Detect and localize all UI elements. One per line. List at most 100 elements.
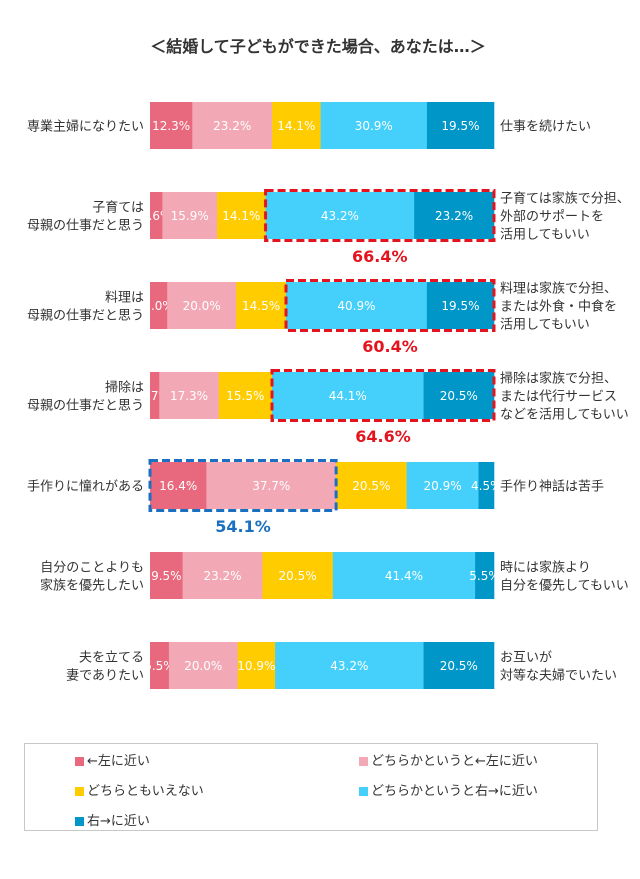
row-left-label: 自分のことよりも xyxy=(40,561,144,576)
segment-value-label: 20.5% xyxy=(440,659,478,673)
segment-value-label: 20.0% xyxy=(184,659,222,673)
bar-segment xyxy=(286,282,428,329)
bar-segment xyxy=(150,552,183,599)
bar-segment xyxy=(423,372,495,419)
bar-segment xyxy=(272,102,321,149)
bar-segment xyxy=(218,372,273,419)
row-right-label: 活用してもいい xyxy=(500,318,590,333)
row-right-label: お互いが xyxy=(500,651,552,666)
segment-value-label: 23.2% xyxy=(203,569,241,583)
legend-item: どちらかというと右→に近い xyxy=(359,780,538,799)
row-left-label: 専業主婦になりたい xyxy=(27,119,144,135)
segment-value-label: 4.5% xyxy=(471,479,502,493)
segment-value-label: 14.1% xyxy=(277,119,315,133)
row-left-label: 掃除は xyxy=(105,380,144,396)
legend-swatch xyxy=(75,787,84,796)
bar-row: 16.4% 37.7% 20.5% 20.9% 4.5% 54.1% 手作りに憧れがある 手作… xyxy=(27,459,604,536)
row-left-label: 母親の仕事だと思う xyxy=(27,219,144,234)
segment-value-label: 44.1% xyxy=(329,389,367,403)
row-right-label: 手作り神話は苦手 xyxy=(500,479,604,495)
row-right-label: 仕事を続けたい xyxy=(500,120,591,135)
legend-item: 右→に近い xyxy=(75,810,150,829)
segment-value-label: 23.2% xyxy=(435,209,473,223)
legend-swatch xyxy=(75,817,84,826)
bar-segment xyxy=(150,372,160,419)
bar-segment xyxy=(332,552,476,599)
segment-value-label: 10.9% xyxy=(237,659,275,673)
segment-value-label: 20.5% xyxy=(279,569,317,583)
segment-value-label: 17.3% xyxy=(170,389,208,403)
row-right-label: 対等な夫婦でいたい xyxy=(500,668,617,684)
bar-segment xyxy=(159,372,220,419)
segment-value-label: 19.5% xyxy=(441,299,479,313)
row-left-label: 妻でありたい xyxy=(66,669,144,684)
row-right-label: 自分を優先してもいい xyxy=(500,579,629,594)
legend-swatch xyxy=(359,787,368,796)
legend-swatch xyxy=(75,757,84,766)
legend-label: 右→に近い xyxy=(87,814,150,829)
bar-segment xyxy=(236,282,287,329)
segment-value-label: 15.9% xyxy=(171,209,209,223)
bar-segment xyxy=(150,462,207,509)
highlight-box xyxy=(270,369,496,422)
bar-row: 12.3% 23.2% 14.1% 30.9% 19.5% 専業主婦になりたい 仕事を続けた… xyxy=(27,102,591,149)
bar-segment xyxy=(265,192,415,239)
legend-label: どちらかというと←左に近い xyxy=(371,754,538,769)
bar-segment xyxy=(237,642,276,689)
legend-item: どちらかというと←左に近い xyxy=(359,750,538,769)
bar-segment xyxy=(275,642,424,689)
segment-value-label: 9.5% xyxy=(151,569,182,583)
bar-segment xyxy=(162,192,218,239)
highlight-total-label: 54.1% xyxy=(215,517,271,536)
legend-swatch xyxy=(359,757,368,766)
highlight-total-label: 60.4% xyxy=(362,337,418,356)
row-left-label: 子育ては xyxy=(92,200,144,216)
segment-value-label: 14.1% xyxy=(222,209,260,223)
row-right-label: 掃除は家族で分担、 xyxy=(500,371,617,387)
segment-value-label: 5.0% xyxy=(143,299,174,313)
legend: ←左に近い どちらかというと←左に近い どちらともいえない どちらかというと右→… xyxy=(24,743,598,831)
segment-value-label: 20.9% xyxy=(424,479,462,493)
row-left-label: 家族を優先したい xyxy=(40,578,144,594)
row-right-label: 活用してもいい xyxy=(500,228,590,243)
bar-segment xyxy=(182,552,263,599)
row-left-label: 母親の仕事だと思う xyxy=(27,309,144,324)
bar-segment xyxy=(320,102,428,149)
bar-segment xyxy=(217,192,266,239)
highlight-total-label: 64.6% xyxy=(355,427,411,446)
segment-value-label: 43.2% xyxy=(321,209,359,223)
segment-value-label: 20.5% xyxy=(440,389,478,403)
bar-segment xyxy=(426,102,495,149)
bar-segment xyxy=(426,282,495,329)
bar-rows: 12.3% 23.2% 14.1% 30.9% 19.5% 専業主婦になりたい 仕事を続けた… xyxy=(27,102,630,689)
highlight-box xyxy=(148,459,338,512)
segment-value-label: 5.5% xyxy=(469,569,500,583)
segment-value-label: 12.3% xyxy=(152,119,190,133)
legend-label: どちらともいえない xyxy=(87,784,204,799)
bar-segment xyxy=(150,192,163,239)
segment-value-label: 16.4% xyxy=(159,479,197,493)
segment-value-label: 37.7% xyxy=(252,479,290,493)
legend-label: ←左に近い xyxy=(87,754,150,769)
bar-segment xyxy=(262,552,334,599)
row-right-label: 料理は家族で分担、 xyxy=(500,281,617,297)
bar-segment xyxy=(478,462,495,509)
segment-value-label: 14.5% xyxy=(242,299,280,313)
bar-segment xyxy=(167,282,237,329)
bar-segment xyxy=(475,552,495,599)
legend-label: どちらかというと右→に近い xyxy=(371,784,538,799)
bar-segment xyxy=(271,372,424,419)
bar-segment xyxy=(206,462,337,509)
segment-value-label: 5.5% xyxy=(144,659,175,673)
bar-row: 3.6% 15.9% 14.1% 43.2% 23.2%66.4%子育ては母親の仕事だと… xyxy=(27,189,630,266)
row-right-label: または外食・中食を xyxy=(500,299,617,315)
bar-row: 5.0% 20.0% 14.5% 40.9% 19.5% 60.4% 料理は母親の仕事だと思… xyxy=(27,279,617,356)
segment-value-label: 41.4% xyxy=(385,569,423,583)
row-right-label: または代行サービス xyxy=(500,390,617,405)
segment-value-label: 19.5% xyxy=(441,119,479,133)
bar-segment xyxy=(150,282,168,329)
segment-value-label: 43.2% xyxy=(330,659,368,673)
row-right-label: などを活用してもいい xyxy=(500,408,629,423)
